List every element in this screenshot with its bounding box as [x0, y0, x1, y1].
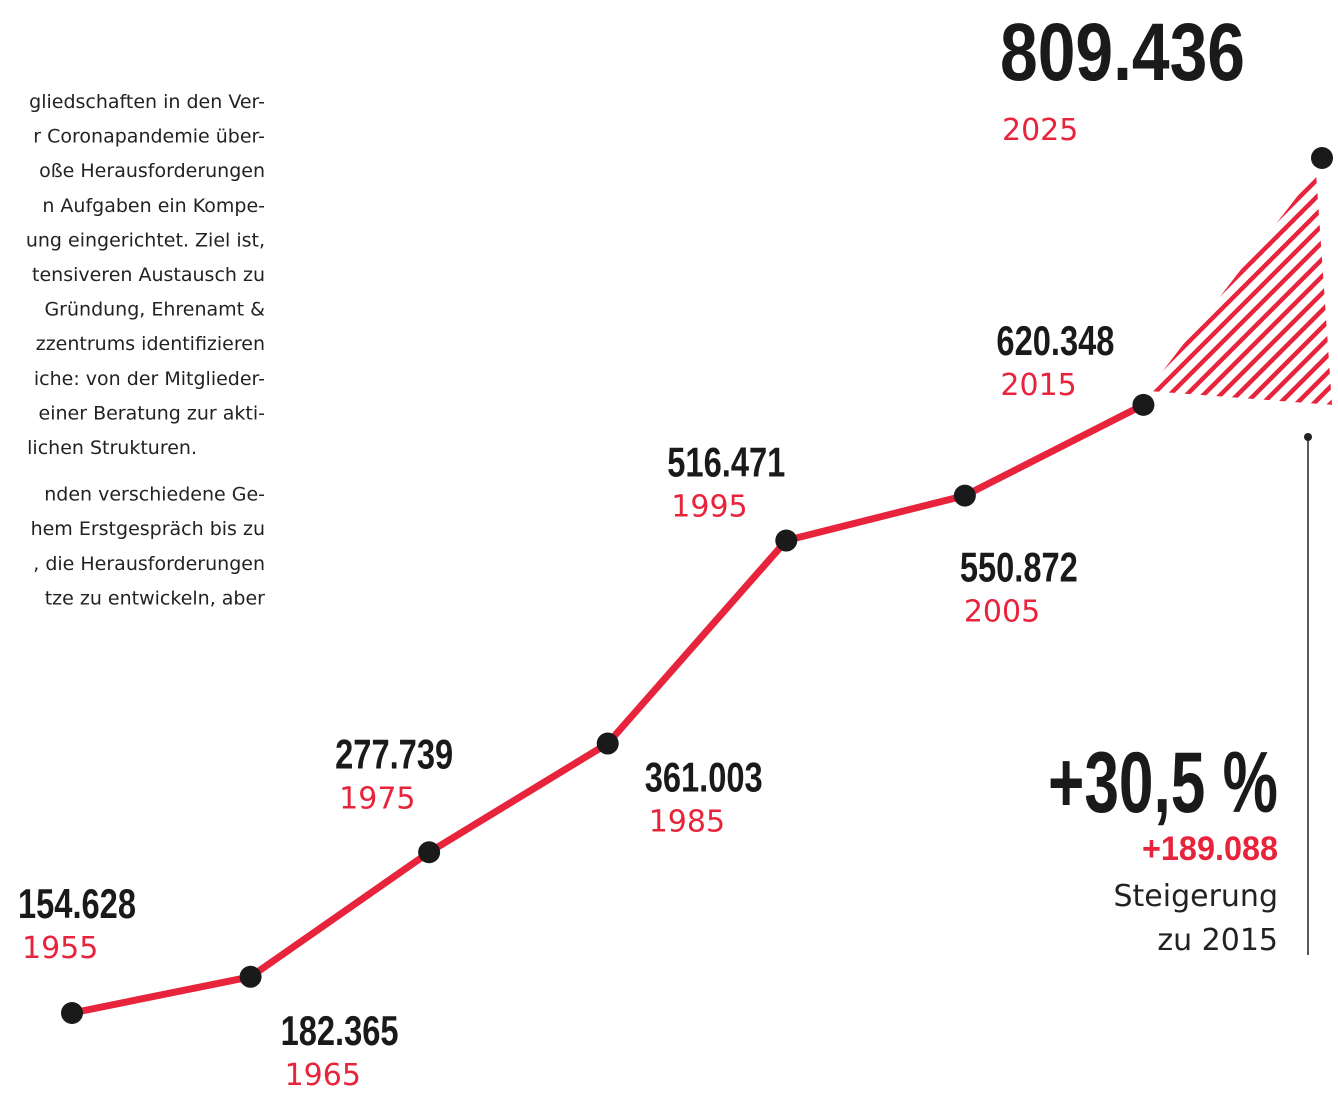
data-point — [418, 841, 441, 864]
connector-dot — [1304, 433, 1312, 441]
value-label: 620.348 — [996, 317, 1114, 364]
year-label: 2025 — [1002, 113, 1078, 148]
year-label: 1975 — [339, 781, 415, 816]
paragraph-line: n Aufgaben ein Kompe- — [42, 195, 265, 217]
year-label: 1995 — [671, 490, 747, 525]
paragraph-line: r Coronapandemie über- — [33, 126, 265, 148]
value-label: 182.365 — [281, 1007, 399, 1054]
data-point — [775, 529, 798, 552]
data-point — [596, 732, 619, 755]
value-label: 550.872 — [960, 544, 1078, 591]
paragraph-line: lichen Strukturen. — [27, 437, 197, 459]
value-label: 809.436 — [1000, 7, 1245, 98]
year-label: 1985 — [649, 805, 725, 840]
paragraph-line: oße Herausforderungen — [39, 160, 265, 182]
hatch-area — [1147, 172, 1332, 405]
paragraph-line: tze zu entwickeln, aber — [45, 587, 265, 609]
data-point — [1132, 393, 1155, 416]
paragraph-line: , die Herausforderungen — [33, 553, 265, 575]
paragraph-line: iche: von der Mitglieder- — [34, 368, 265, 390]
value-label: 154.628 — [18, 880, 136, 927]
value-label: 277.739 — [335, 730, 453, 777]
year-label: 1955 — [22, 931, 98, 966]
data-point — [1311, 147, 1333, 169]
caption: zu 2015 — [1157, 923, 1278, 958]
paragraph-line: Gründung, Ehrenamt & — [44, 299, 265, 321]
paragraph-line: tensiveren Austausch zu — [32, 264, 265, 286]
value-label: 361.003 — [645, 754, 763, 801]
value-label: 516.471 — [667, 439, 785, 486]
year-label: 2005 — [964, 595, 1040, 630]
paragraph-line: hem Erstgespräch bis zu — [31, 518, 265, 540]
data-point — [953, 484, 976, 507]
percent-change: +30,5 % — [1048, 735, 1278, 831]
year-label: 2015 — [1000, 368, 1076, 403]
paragraph-line: ung eingerichtet. Ziel ist, — [26, 229, 265, 251]
paragraph-line: zzentrums identifizieren — [36, 333, 265, 355]
data-point — [239, 965, 262, 988]
paragraph-line: gliedschaften in den Ver- — [29, 91, 265, 113]
paragraph-line: nden verschiedene Ge- — [44, 484, 265, 506]
paragraph-line: einer Beratung zur akti- — [39, 402, 265, 424]
year-label: 1965 — [285, 1058, 361, 1093]
data-point — [61, 1002, 83, 1024]
caption: Steigerung — [1113, 879, 1278, 914]
absolute-change: +189.088 — [1142, 830, 1278, 868]
